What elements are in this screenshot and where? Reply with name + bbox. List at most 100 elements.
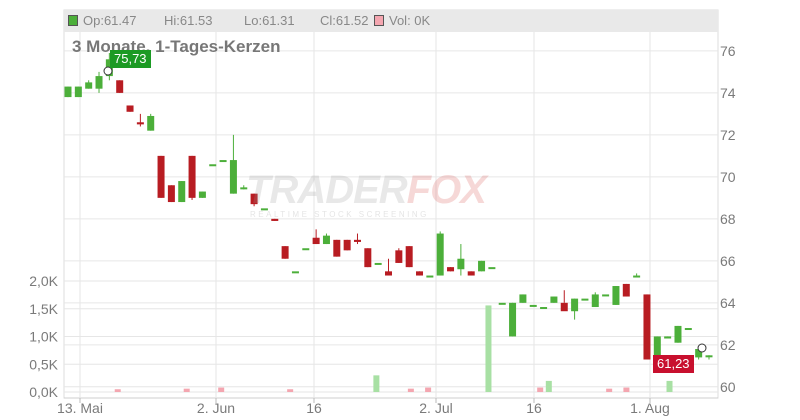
price-tick-label: 62 <box>720 337 736 353</box>
candle-body <box>229 160 237 194</box>
candle-body <box>622 283 630 297</box>
volume-bar <box>666 380 673 392</box>
volume-bar <box>407 388 414 392</box>
last-price-callout: 61,23 <box>653 355 694 373</box>
candle-body <box>126 105 134 112</box>
candle-body <box>612 286 620 305</box>
last-marker <box>697 343 707 353</box>
candle-body <box>457 258 465 270</box>
candle-body <box>643 294 651 360</box>
high-price-callout: 75,73 <box>110 50 151 68</box>
ohlc-volume: Vol: 0K <box>374 13 430 28</box>
ohlc-high: Hi:61.53 <box>164 13 213 28</box>
candle-body <box>705 355 713 358</box>
candle-body <box>385 271 392 276</box>
candle-body <box>674 325 682 343</box>
candle-body <box>447 267 455 272</box>
plot-frame <box>63 9 719 399</box>
candle-body <box>250 193 258 205</box>
candle-body <box>509 302 517 337</box>
volume-bar <box>373 375 380 392</box>
candle-body <box>540 307 548 310</box>
candle-body <box>374 262 382 265</box>
candle-body <box>178 181 186 203</box>
candle-body <box>416 271 424 276</box>
candle-body <box>498 302 506 305</box>
volume-bar <box>114 389 121 392</box>
candle-body <box>478 260 486 272</box>
volume-bar <box>606 388 613 392</box>
date-tick-label: 2. Jun <box>197 400 235 416</box>
up-candle-icon <box>68 15 78 26</box>
candle-body <box>64 86 72 98</box>
price-tick-label: 66 <box>720 253 736 269</box>
price-tick-label: 72 <box>720 127 736 143</box>
candle-body <box>95 76 103 89</box>
candle-body <box>322 235 330 245</box>
candle-body <box>695 349 703 358</box>
candle-body <box>571 298 579 312</box>
high-marker <box>103 66 113 76</box>
price-tick-label: 76 <box>720 43 736 59</box>
candle-body <box>519 294 527 303</box>
candle-body <box>312 237 320 245</box>
volume-bar <box>287 389 294 392</box>
date-tick-label: 13. Mai <box>57 400 103 416</box>
volume-tick-label: 1,5K <box>29 301 58 317</box>
candle-body <box>136 122 144 125</box>
chart-subtitle: 3 Monate, 1-Tages-Kerzen <box>72 37 281 56</box>
candle-body <box>198 191 206 198</box>
candle-body <box>467 271 475 276</box>
candle-body <box>343 239 351 251</box>
date-tick-label: 2. Jul <box>419 400 452 416</box>
candle-body <box>271 218 279 221</box>
candle-body <box>167 185 175 203</box>
volume-tick-label: 0,5K <box>29 356 58 372</box>
date-tick-label: 1. Aug <box>630 400 670 416</box>
price-tick-label: 60 <box>720 379 736 395</box>
candle-body <box>560 302 568 312</box>
candle-body <box>353 239 361 242</box>
candle-body <box>260 208 268 211</box>
candle-body <box>74 86 82 98</box>
candle-body <box>209 164 217 167</box>
price-tick-label: 70 <box>720 169 736 185</box>
volume-tick-label: 2,0K <box>29 273 58 289</box>
candle-body <box>581 298 589 301</box>
candle-body <box>664 336 672 339</box>
candle-body <box>240 187 248 190</box>
candle-body <box>291 271 299 274</box>
candle-body <box>602 294 610 297</box>
price-tick-label: 74 <box>720 85 736 101</box>
volume-bar <box>425 387 432 392</box>
volume-bar <box>183 388 190 392</box>
volume-value: Vol: 0K <box>389 13 431 28</box>
candle-body <box>281 246 289 259</box>
candle-body <box>147 115 155 131</box>
candle-body <box>395 250 403 263</box>
candle-body <box>116 80 124 93</box>
volume-bar <box>545 380 552 392</box>
ohlc-header: Op:61.47 Hi:61.53 Lo:61.31 Cl:61.52 Vol:… <box>64 10 718 32</box>
volume-bar <box>485 305 492 392</box>
candle-body <box>684 328 692 331</box>
candle-body <box>426 275 434 278</box>
date-tick-label: 16 <box>526 400 542 416</box>
candle-body <box>219 160 227 163</box>
volume-bar <box>623 387 630 392</box>
candle-body <box>488 267 496 270</box>
volume-tick-label: 0,0K <box>29 384 58 400</box>
volume-tick-label: 1,0K <box>29 329 58 345</box>
candle-body <box>550 296 558 303</box>
volume-bar <box>537 387 544 392</box>
candle-body <box>436 233 444 276</box>
price-tick-label: 68 <box>720 211 736 227</box>
ohlc-low: Lo:61.31 <box>244 13 295 28</box>
candle-body <box>302 248 310 251</box>
candle-body <box>633 275 641 278</box>
price-tick-label: 64 <box>720 295 736 311</box>
ohlc-close: Cl:61.52 <box>320 13 369 28</box>
candle-body <box>405 246 413 268</box>
